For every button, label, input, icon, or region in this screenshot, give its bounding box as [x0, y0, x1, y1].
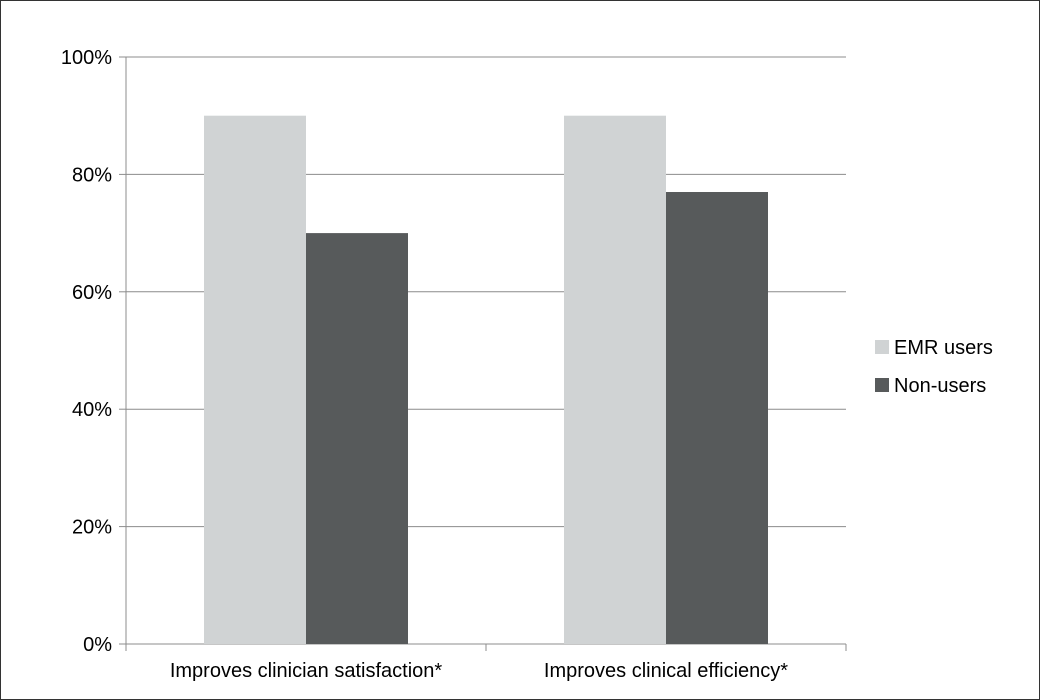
y-tick-label: 80%: [72, 164, 112, 186]
legend-label: Non-users: [894, 375, 986, 397]
y-tick-label: 20%: [72, 517, 112, 539]
y-tick-label: 100%: [61, 47, 112, 69]
x-category-label: Improves clinical efficiency*: [544, 660, 788, 682]
bar-emr-users-2: [564, 115, 666, 644]
y-tick-label: 0%: [83, 634, 112, 656]
x-category-labels: Improves clinician satisfaction* Improves…: [170, 660, 788, 682]
bar-non-users-2: [666, 192, 768, 644]
legend-swatch: [875, 378, 889, 392]
legend-label: EMR users: [894, 337, 993, 359]
legend-swatch: [875, 340, 889, 354]
bars: [204, 115, 768, 644]
x-category-label: Improves clinician satisfaction*: [170, 660, 443, 682]
y-tick-label: 60%: [72, 282, 112, 304]
bar-emr-users-1: [204, 115, 306, 644]
legend: EMR users Non-users: [875, 337, 993, 397]
bar-non-users-1: [306, 233, 408, 644]
y-tick-label: 40%: [72, 399, 112, 421]
y-tick-labels: 0% 20% 40% 60% 80% 100%: [61, 47, 112, 656]
